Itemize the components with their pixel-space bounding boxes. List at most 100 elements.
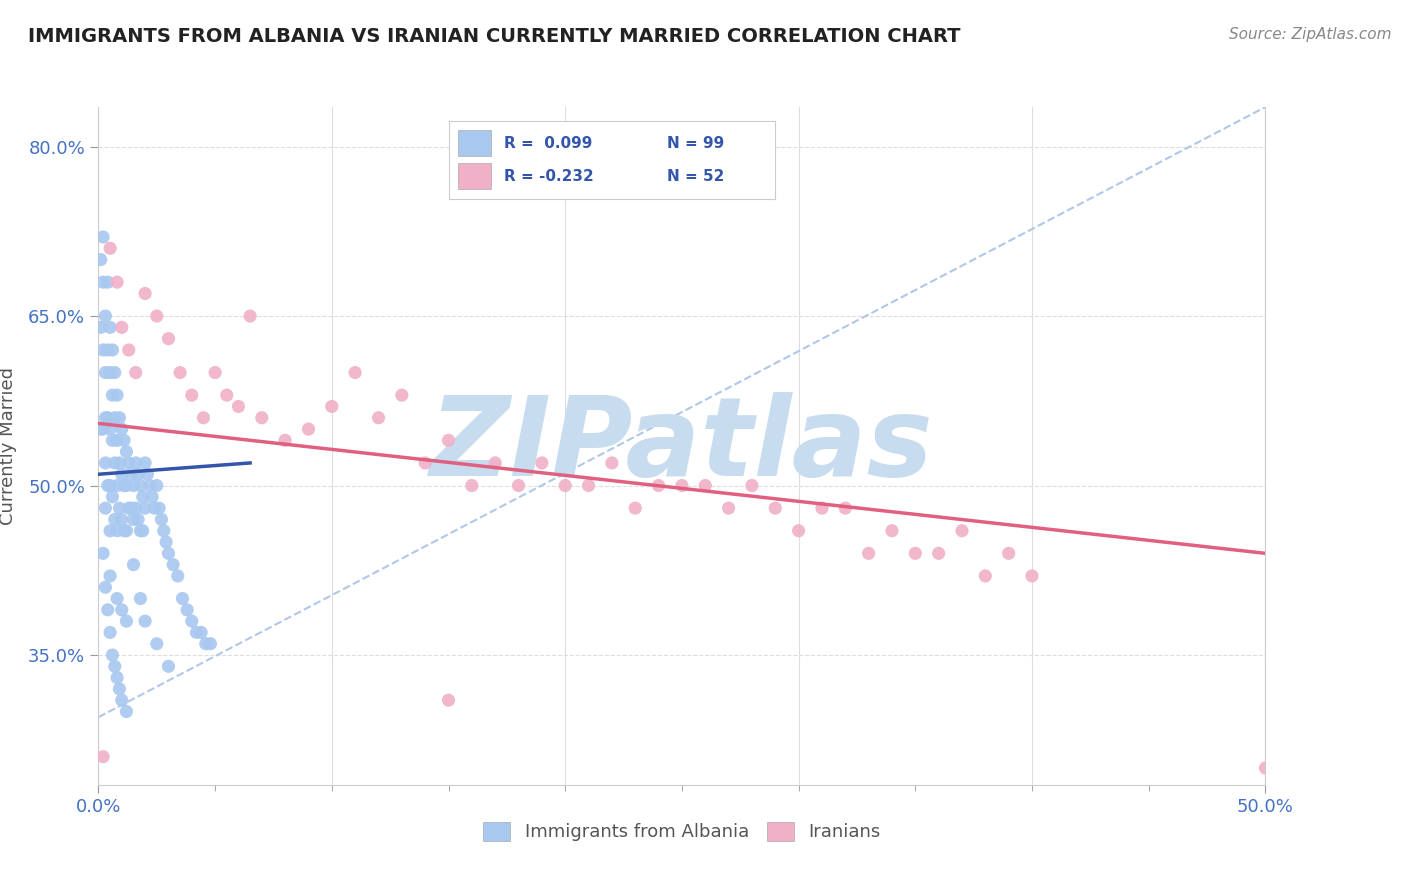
Point [858,546,880,560]
Point [105,434,128,448]
Point [172,591,194,606]
Point [787,524,810,538]
Point [136,467,159,482]
Point [950,524,973,538]
Point [139,478,162,492]
Point [108,681,131,696]
Point [108,410,131,425]
Point [200,637,222,651]
Point [115,478,138,492]
Point [91,230,114,244]
Point [112,434,135,448]
Point [112,478,135,492]
Point [129,524,152,538]
Point [880,524,903,538]
Point [101,648,124,662]
Point [508,478,530,492]
Point [112,524,135,538]
Point [98,366,121,380]
Text: ZIPatlas: ZIPatlas [430,392,934,500]
Point [115,614,138,628]
Point [101,490,124,504]
Point [134,456,156,470]
Point [141,490,163,504]
Point [98,422,121,436]
Point [94,580,117,594]
Point [120,467,142,482]
Point [91,546,114,560]
Point [204,366,226,380]
Point [166,569,188,583]
Point [413,456,436,470]
Point [695,478,717,492]
Point [94,456,117,470]
Point [115,524,138,538]
Point [98,524,121,538]
Point [437,434,460,448]
Point [763,501,786,516]
Point [125,501,148,516]
Point [600,456,623,470]
Point [104,410,127,425]
Point [162,558,184,572]
Point [180,614,202,628]
Point [90,422,112,436]
Point [125,456,148,470]
Point [127,512,149,526]
Point [98,320,121,334]
Point [91,749,114,764]
Point [228,400,250,414]
Point [437,693,460,707]
Point [120,501,142,516]
Point [186,625,208,640]
Point [101,388,124,402]
Point [98,241,121,255]
Point [297,422,319,436]
Point [101,343,124,357]
Point [115,444,138,458]
Point [344,366,367,380]
Point [127,467,149,482]
Point [974,569,997,583]
Point [105,524,128,538]
Point [129,591,152,606]
Point [484,456,506,470]
Point [157,332,180,346]
Point [367,410,389,425]
Point [146,637,169,651]
Point [98,569,121,583]
Point [94,309,117,323]
Point [104,456,127,470]
Point [169,366,191,380]
Point [90,252,112,267]
Point [624,501,647,516]
Point [122,512,145,526]
Point [671,478,693,492]
Point [194,637,217,651]
Point [105,671,128,685]
Point [150,512,173,526]
Point [193,410,215,425]
Point [239,309,262,323]
Point [97,410,120,425]
Point [97,603,120,617]
Point [98,478,121,492]
Point [101,434,124,448]
Point [554,478,576,492]
Point [111,512,134,526]
Point [530,456,553,470]
Point [108,501,131,516]
Point [215,388,238,402]
Point [91,343,114,357]
Text: IMMIGRANTS FROM ALBANIA VS IRANIAN CURRENTLY MARRIED CORRELATION CHART: IMMIGRANTS FROM ALBANIA VS IRANIAN CURRE… [28,27,960,45]
Point [157,659,180,673]
Point [118,343,141,357]
Point [115,705,138,719]
Point [132,490,155,504]
Point [111,320,134,334]
Point [105,275,128,289]
Text: Source: ZipAtlas.com: Source: ZipAtlas.com [1229,27,1392,42]
Point [717,501,740,516]
Point [391,388,413,402]
Point [741,478,763,492]
